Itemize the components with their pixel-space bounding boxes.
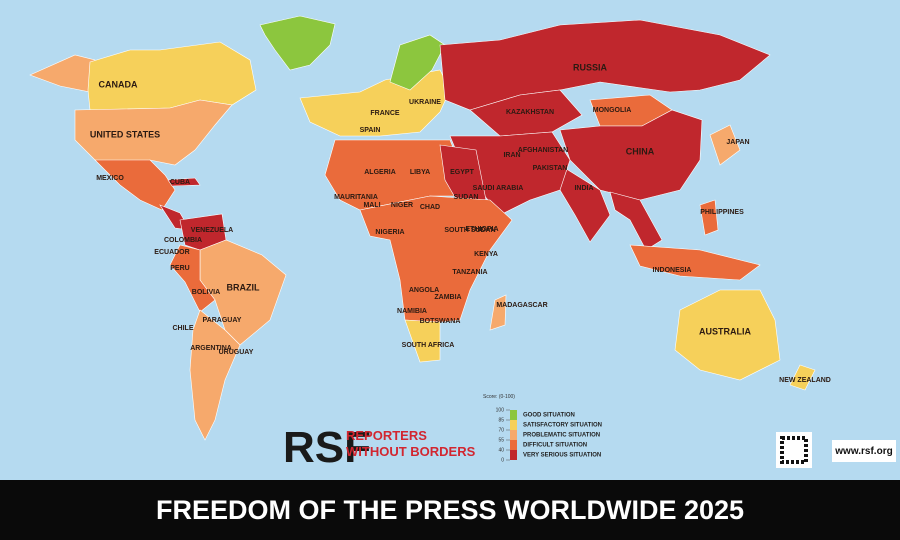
australia xyxy=(674,289,781,381)
country-label: CHINA xyxy=(626,146,655,156)
country-label: SUDAN xyxy=(454,194,479,201)
page-title: FREEDOM OF THE PRESS WORLDWIDE 2025 xyxy=(156,495,744,525)
country-label: UNITED STATES xyxy=(90,129,160,139)
mexico xyxy=(94,159,176,211)
legend-label: PROBLEMATIC SITUATION xyxy=(523,433,600,439)
country-label: CHAD xyxy=(420,204,440,211)
country-label: MADAGASCAR xyxy=(496,302,547,309)
legend-swatch xyxy=(510,420,517,430)
indonesia xyxy=(629,244,761,281)
country-label: ALGERIA xyxy=(364,169,396,176)
cuba xyxy=(167,177,201,187)
website: www.rsf.org xyxy=(834,446,892,457)
country-label: AUSTRALIA xyxy=(699,326,751,336)
southern-africa xyxy=(404,319,441,363)
country-label: BOLIVIA xyxy=(192,289,220,296)
country-label: MONGOLIA xyxy=(593,107,632,114)
country-label: ECUADOR xyxy=(154,249,189,256)
website-box xyxy=(832,440,896,462)
country-label: PAKISTAN xyxy=(533,165,568,172)
logo: RSF REPORTERS WITHOUT BORDERS xyxy=(283,423,476,472)
sub-saharan-africa xyxy=(359,195,513,323)
country-label: BOTSWANA xyxy=(420,318,461,325)
qr-pattern xyxy=(780,436,808,464)
legend-swatch xyxy=(510,450,517,460)
country-label: ANGOLA xyxy=(409,287,439,294)
country-label: NIGERIA xyxy=(375,229,404,236)
philippines xyxy=(699,199,719,236)
country-label: VENEZUELA xyxy=(191,227,233,234)
country-label: ARGENTINA xyxy=(190,345,232,352)
greenland xyxy=(259,15,336,71)
country-label: NEW ZEALAND xyxy=(779,377,831,384)
logo-mark: RSF xyxy=(283,423,371,472)
new-zealand xyxy=(789,364,816,391)
legend-swatch xyxy=(510,440,517,450)
country-label: EGYPT xyxy=(450,169,474,176)
country-label: SAUDI ARABIA xyxy=(473,185,524,192)
country-label: NAMIBIA xyxy=(397,308,427,315)
country-label: IRAN xyxy=(503,152,520,159)
title-banner xyxy=(0,480,900,540)
china xyxy=(559,109,703,201)
country-labels: RUSSIA CANADA UNITED STATES CHINA BRAZIL AUST… xyxy=(90,62,831,383)
japan xyxy=(709,124,741,166)
country-label: SOUTH AFRICA xyxy=(402,342,455,349)
country-label: MALI xyxy=(363,202,380,209)
canada xyxy=(87,41,257,111)
country-label: LIBYA xyxy=(410,169,430,176)
legend-tick-label: 0 xyxy=(501,457,504,463)
legend-label: SATISFACTORY SITUATION xyxy=(523,423,602,429)
country-label: PHILIPPINES xyxy=(700,209,744,216)
country-label: SPAIN xyxy=(360,127,381,134)
country-label: KAZAKHSTAN xyxy=(506,109,554,116)
country-label: CHILE xyxy=(173,325,194,332)
andes xyxy=(169,244,216,313)
united-states xyxy=(74,99,233,171)
country-label: CUBA xyxy=(170,179,190,186)
country-label: PARAGUAY xyxy=(203,317,242,324)
country-label: COLOMBIA xyxy=(164,237,202,244)
legend-tick-label: 100 xyxy=(496,407,505,413)
legend-tick-label: 85 xyxy=(498,417,504,423)
legend-tick-label: 70 xyxy=(498,427,504,433)
madagascar xyxy=(489,294,507,331)
country-label: JAPAN xyxy=(726,139,749,146)
country-label: TANZANIA xyxy=(452,269,487,276)
country-label: CANADA xyxy=(99,79,138,89)
country-label: URUGUAY xyxy=(219,349,254,356)
country-label: MAURITANIA xyxy=(334,194,378,201)
country-label: KENYA xyxy=(474,251,498,258)
legend: Score: (0-100) GOOD SITUATION SATISFACTOR… xyxy=(483,394,602,463)
country-label: NIGER xyxy=(391,202,413,209)
country-label: ZAMBIA xyxy=(434,294,461,301)
legend-label: GOOD SITUATION xyxy=(523,413,575,419)
legend-scale-label: Score: (0-100) xyxy=(483,394,515,400)
country-label: MEXICO xyxy=(96,175,124,182)
legend-swatch xyxy=(510,410,517,420)
legend-swatch xyxy=(510,430,517,440)
country-label: SOUTH SUDAN xyxy=(444,227,495,234)
country-label: PERU xyxy=(170,265,189,272)
country-label: BRAZIL xyxy=(227,282,260,292)
country-label: UKRAINE xyxy=(409,99,441,106)
legend-label: VERY SERIOUS SITUATION xyxy=(523,453,601,459)
legend-tick-label: 55 xyxy=(498,437,504,443)
logo-line: REPORTERS xyxy=(346,428,427,443)
country-label: ETHIOPIA xyxy=(465,226,498,233)
country-label: INDONESIA xyxy=(653,267,692,274)
southern-cone xyxy=(189,309,241,441)
country-label: AFGHANISTAN xyxy=(518,147,568,154)
legend-label: DIFFICULT SITUATION xyxy=(523,443,587,449)
country-label: FRANCE xyxy=(370,110,399,117)
legend-tick-label: 40 xyxy=(498,447,504,453)
landmasses xyxy=(29,15,816,441)
logo-line: WITHOUT BORDERS xyxy=(346,444,476,459)
country-label: INDIA xyxy=(574,185,593,192)
country-label: RUSSIA xyxy=(573,62,608,72)
